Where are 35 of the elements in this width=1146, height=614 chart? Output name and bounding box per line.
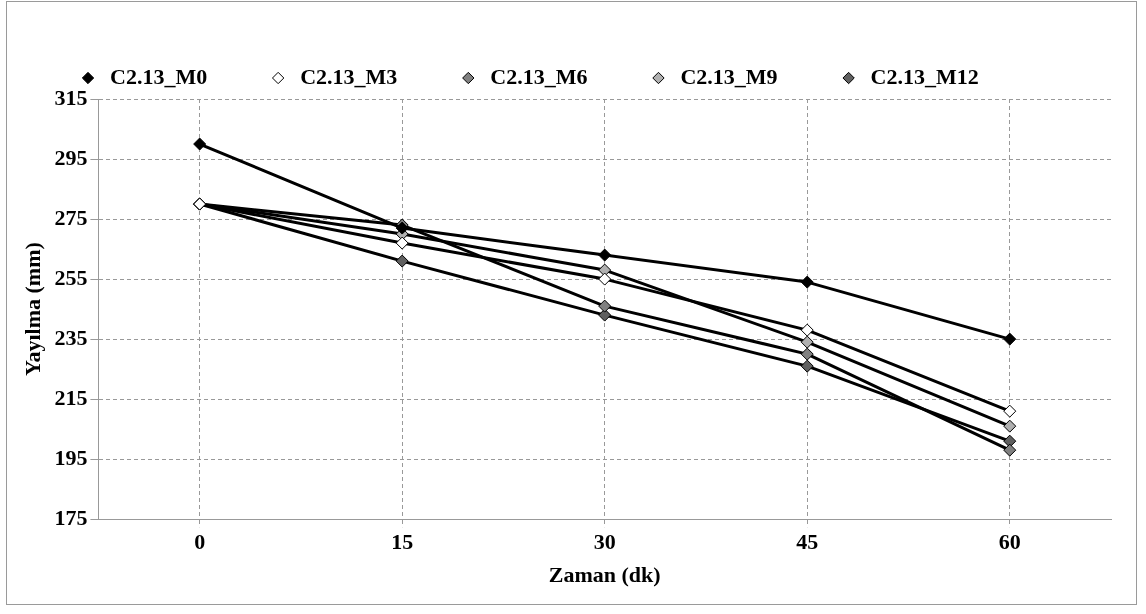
legend-label: C2.13_M6: [490, 63, 588, 89]
point: [1003, 443, 1017, 457]
legend-label: C2.13_M12: [870, 63, 979, 89]
point: [800, 359, 814, 373]
legend-label: C2.13_M9: [680, 63, 778, 89]
y-tick-label: 255: [54, 264, 88, 290]
legend-label: C2.13_M3: [300, 63, 398, 89]
point: [800, 275, 814, 289]
x-tick-label: 45: [796, 529, 819, 555]
y-tick-label: 295: [54, 144, 88, 170]
point: [800, 347, 814, 361]
point: [395, 254, 409, 268]
point: [395, 236, 409, 250]
point: [193, 137, 207, 151]
x-tick-label: 30: [593, 529, 616, 555]
point: [800, 335, 814, 349]
legend-label: C2.13_M0: [110, 63, 208, 89]
point: [598, 248, 612, 262]
x-tick-label: 60: [998, 529, 1021, 555]
point: [800, 323, 814, 337]
point: [598, 299, 612, 313]
point: [1003, 419, 1017, 433]
x-tick-label: 15: [391, 529, 414, 555]
y-tick-label: 275: [54, 204, 88, 230]
x-tick-label: 0: [194, 529, 206, 555]
y-tick-label: 235: [54, 324, 88, 350]
point: [1003, 404, 1017, 418]
point: [598, 272, 612, 286]
y-axis-title: Yayılma (mm): [19, 242, 45, 377]
y-tick-label: 315: [54, 84, 88, 110]
x-axis-title: Zaman (dk): [548, 562, 661, 588]
y-tick-label: 175: [54, 504, 88, 530]
y-tick-label: 215: [54, 384, 88, 410]
point: [1003, 332, 1017, 346]
y-tick-label: 195: [54, 444, 88, 470]
